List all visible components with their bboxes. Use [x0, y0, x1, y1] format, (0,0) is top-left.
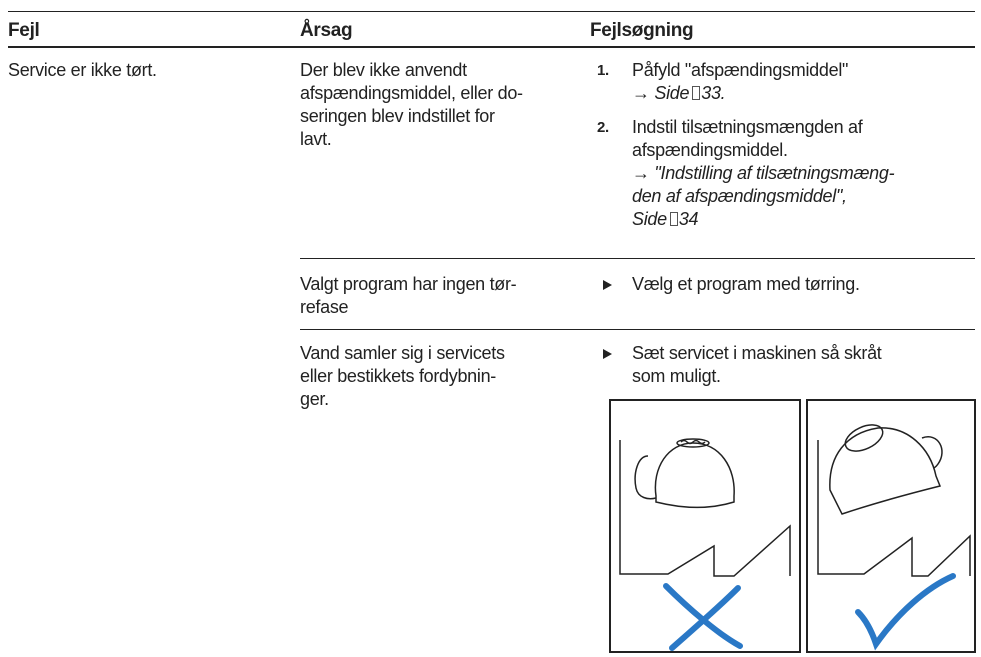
bullet: [603, 280, 612, 290]
step-line: Indstil tilsætningsmængden af: [632, 117, 863, 137]
step-line: Vælg et program med tørring.: [632, 274, 860, 294]
header-cell: Årsag: [300, 20, 353, 41]
header-cell: Fejl: [8, 20, 40, 41]
ref-arrow: →: [632, 83, 650, 103]
ref-arrow: →: [632, 163, 650, 183]
cause-line: lavt.: [300, 129, 332, 149]
step-line: Påfyld "afspændingsmiddel": [632, 60, 849, 80]
page-icon: [669, 212, 678, 226]
page-icon: [692, 86, 701, 100]
cause-line: afspændingsmiddel, eller do-: [300, 83, 523, 103]
reference: → Side 33.: [632, 82, 726, 104]
cause-line: Vand samler sig i servicets: [300, 343, 505, 363]
reference: Side 34: [632, 208, 699, 230]
fault: Service er ikke tørt.: [8, 60, 157, 80]
illustration: [609, 399, 976, 653]
ref-page: 34: [678, 209, 699, 229]
ref-text: "Indstilling af tilsætningsmæng-: [654, 163, 895, 183]
ref-text: Side: [632, 209, 667, 229]
cause-line: Der blev ikke anvendt: [300, 60, 467, 80]
step-number: 1.: [597, 62, 609, 79]
cause-line: Valgt program har ingen tør-: [300, 274, 517, 294]
step-line: som muligt.: [632, 366, 721, 386]
step-line: Sæt servicet i maskinen så skråt: [632, 343, 882, 363]
step-number: 2.: [597, 119, 609, 136]
cause-line: eller bestikkets fordybnin-: [300, 366, 496, 386]
table-top-rule: [8, 11, 975, 12]
cause-line: ger.: [300, 389, 329, 409]
ref-text: Side: [654, 83, 690, 103]
ref-page: 33: [701, 83, 721, 103]
bullet: [603, 349, 612, 359]
cause-line: seringen blev indstillet for: [300, 106, 495, 126]
cause-line: refase: [300, 297, 349, 317]
header-cell: Fejlsøgning: [590, 20, 694, 41]
row-rule: [300, 329, 975, 330]
header-rule: [8, 46, 975, 48]
reference: → "Indstilling af tilsætningsmæng-: [632, 162, 895, 184]
ref-end: .: [720, 83, 726, 103]
row-rule: [300, 258, 975, 259]
step-line: afspændingsmiddel.: [632, 140, 788, 160]
ref-text: den af afspændingsmiddel",: [632, 186, 847, 206]
